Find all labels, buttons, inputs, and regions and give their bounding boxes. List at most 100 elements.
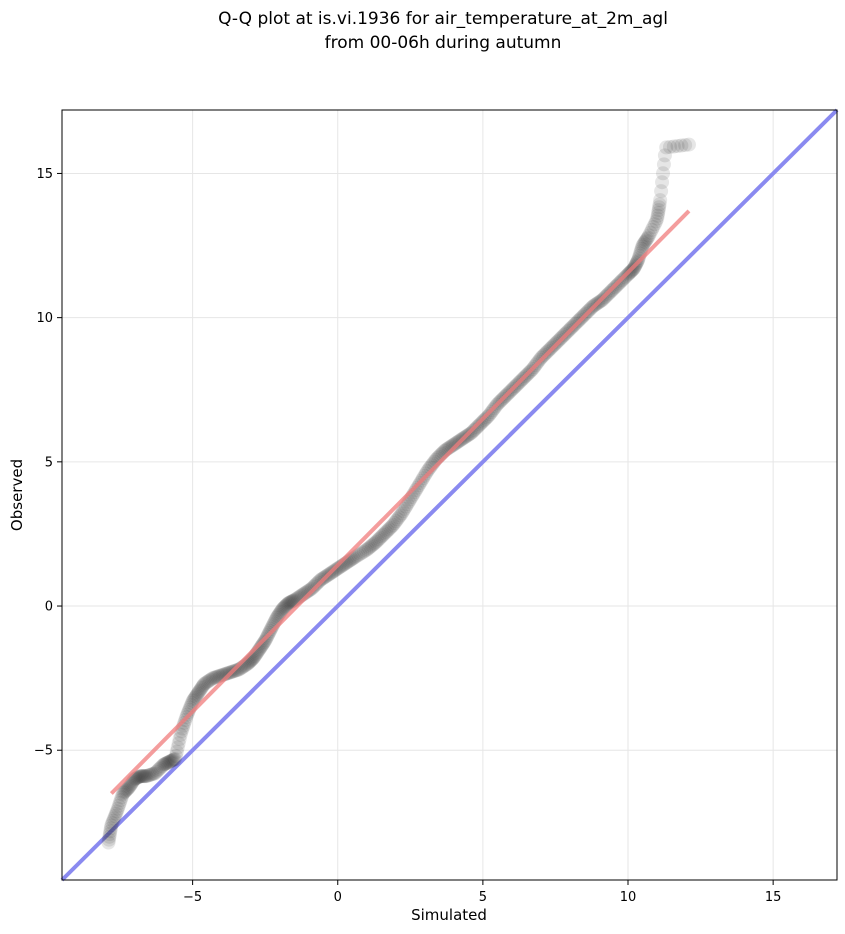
data-point	[634, 241, 649, 256]
data-point	[272, 606, 287, 621]
data-point	[153, 760, 168, 775]
data-point	[651, 205, 666, 220]
data-point	[168, 748, 183, 763]
data-point	[197, 676, 212, 691]
data-point	[181, 705, 196, 720]
data-point	[157, 757, 172, 772]
data-point	[637, 236, 652, 251]
data-point	[353, 546, 368, 561]
data-point	[360, 542, 375, 557]
data-point	[650, 208, 665, 223]
data-point	[275, 602, 290, 617]
data-point	[640, 230, 655, 245]
data-point	[364, 538, 379, 553]
data-point	[670, 139, 685, 154]
data-point	[393, 508, 408, 523]
data-point	[203, 673, 218, 688]
data-point	[376, 527, 391, 542]
data-point	[194, 681, 209, 696]
data-point	[146, 766, 161, 781]
data-point	[103, 821, 118, 836]
data-point	[133, 769, 148, 784]
data-point	[162, 754, 177, 769]
data-point	[173, 727, 188, 742]
fit-line-layer	[109, 209, 691, 795]
data-point	[149, 764, 164, 779]
y-axis-ticks: −5 0 5 10 15	[34, 167, 62, 759]
data-point	[654, 184, 669, 199]
fit-line	[109, 209, 691, 795]
data-point	[666, 139, 681, 154]
data-point	[161, 755, 176, 770]
data-point	[674, 138, 689, 153]
data-point	[277, 600, 292, 615]
data-point	[167, 752, 182, 767]
data-point	[166, 752, 181, 767]
data-point	[635, 239, 650, 254]
data-point	[274, 603, 289, 618]
data-point	[656, 166, 671, 181]
x-axis-label: Simulated	[411, 906, 487, 924]
data-point	[201, 673, 216, 688]
data-point	[130, 770, 145, 785]
data-point	[370, 533, 385, 548]
x-tick-label-2: 5	[479, 890, 487, 905]
chart-title-line-2: from 00-06h during autumn	[325, 33, 562, 53]
data-point	[187, 690, 202, 705]
data-point	[379, 525, 394, 540]
data-point	[391, 510, 406, 525]
data-point	[140, 768, 155, 783]
data-point	[390, 512, 405, 527]
data-point	[137, 769, 152, 784]
data-point	[283, 594, 298, 609]
data-point	[647, 217, 662, 232]
data-point	[282, 595, 297, 610]
data-point	[643, 225, 658, 240]
data-point	[114, 790, 129, 805]
data-point	[383, 520, 398, 535]
data-point	[279, 598, 294, 613]
data-point	[649, 214, 664, 229]
data-point	[681, 137, 696, 152]
data-point	[165, 753, 180, 768]
x-tick-label-1: 0	[334, 890, 342, 905]
data-point	[107, 811, 122, 826]
data-point	[150, 763, 165, 778]
data-point	[256, 636, 271, 651]
data-point	[102, 829, 117, 844]
data-point	[282, 595, 297, 610]
data-point	[420, 464, 435, 479]
data-point	[381, 522, 396, 537]
data-point	[191, 685, 206, 700]
plot-frame	[61, 109, 838, 881]
data-point	[106, 813, 121, 828]
data-point	[119, 783, 134, 798]
data-point	[659, 140, 674, 155]
data-point	[355, 545, 370, 560]
data-point	[188, 689, 203, 704]
data-point	[101, 835, 116, 850]
data-point	[302, 583, 317, 598]
data-point	[207, 670, 222, 685]
data-point	[351, 548, 366, 563]
data-point	[638, 233, 653, 248]
grid	[62, 110, 837, 880]
y-axis-label: Observed	[8, 459, 26, 531]
data-point	[132, 769, 147, 784]
data-point	[192, 683, 207, 698]
data-point	[104, 818, 119, 833]
data-point	[193, 682, 208, 697]
data-point	[652, 197, 667, 212]
data-point	[652, 200, 667, 215]
data-point	[138, 769, 153, 784]
data-point	[160, 755, 175, 770]
data-point	[639, 232, 654, 247]
data-point	[366, 537, 381, 552]
data-point	[139, 769, 154, 784]
data-point	[636, 237, 651, 252]
data-point	[115, 787, 130, 802]
data-point	[303, 582, 318, 597]
data-point	[163, 754, 178, 769]
data-point	[152, 762, 167, 776]
data-point	[102, 827, 117, 842]
